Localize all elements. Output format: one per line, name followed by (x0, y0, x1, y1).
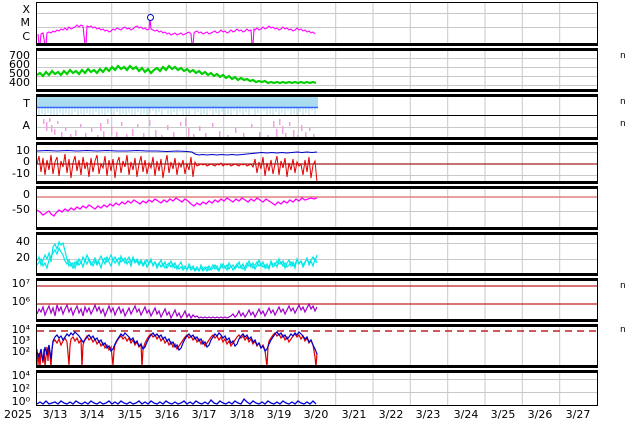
ytick-electron-1e4: 10⁴ (11, 323, 30, 336)
xaxis-tick-4: 3/17 (191, 408, 217, 421)
ytick-electron-1e2: 10² (11, 345, 30, 358)
panel-proton-flux-log (36, 278, 598, 322)
panel-particle-flux-low (36, 370, 598, 406)
xaxis-tick-2: 3/15 (117, 408, 143, 421)
panel-kp-ap-index (36, 232, 598, 276)
side-label-proton-flux: n (620, 281, 626, 291)
ytick-wind-700: 700 (9, 49, 30, 62)
xaxis-tick-12: 3/25 (490, 408, 516, 421)
side-label-temperature: n (620, 97, 626, 107)
panel-flare-class (36, 2, 598, 46)
ytick-proton-1e7: 10⁷ (11, 277, 30, 290)
xaxis-tick-3: 3/16 (154, 408, 180, 421)
side-label-electron-flux: n (620, 325, 626, 335)
xaxis-tick-7: 3/20 (303, 408, 329, 421)
ytick-electron-1e3: 10³ (11, 334, 30, 347)
panel-dst-index (36, 186, 598, 230)
xaxis-tick-1: 3/14 (79, 408, 105, 421)
panel-solar-wind-speed-plot (37, 51, 597, 89)
panel-temperature-plot (37, 97, 561, 115)
ytick-field-0: 0 (23, 155, 30, 168)
panel-magnetic-field-plot (37, 145, 597, 181)
ytick-flare-m: M (20, 16, 31, 29)
xaxis-year-label: 2025 (4, 408, 32, 421)
ytick-dst-neg50: -50 (12, 203, 30, 216)
ytick-wind-400: 400 (9, 76, 30, 89)
panel-particle-flux-low-plot (37, 373, 597, 405)
ytick-lowflux-1e2: 10² (11, 382, 30, 395)
panel-solar-wind-speed (36, 48, 598, 92)
panel-flare-class-plot (37, 3, 597, 43)
panel-proton-flux-log-plot (37, 281, 597, 319)
xaxis-tick-5: 3/18 (229, 408, 255, 421)
ytick-flare-x: X (22, 3, 30, 16)
panel-alpha-ratio-plot (37, 116, 597, 137)
ytick-lowflux-1e0: 10⁰ (11, 395, 30, 408)
panel-kp-ap-index-plot (37, 235, 597, 273)
ytick-alpha-label: A (22, 119, 30, 132)
xaxis-tick-14: 3/27 (565, 408, 591, 421)
flare-event-marker (147, 14, 154, 21)
side-label-alpha-ratio: n (620, 119, 626, 129)
xaxis-tick-8: 3/21 (341, 408, 367, 421)
panel-magnetic-field (36, 142, 598, 184)
side-label-solar-wind-speed: n (620, 51, 626, 61)
panel-temperature (36, 94, 598, 116)
ytick-proton-1e6: 10⁶ (11, 295, 30, 308)
ytick-ap-20: 20 (16, 251, 30, 264)
ytick-flare-c: C (22, 30, 30, 43)
ytick-temperature-label: T (23, 97, 30, 110)
ytick-field-10: 10 (16, 144, 30, 157)
panel-dst-index-plot (37, 189, 597, 227)
ytick-dst-0: 0 (23, 188, 30, 201)
ytick-ap-40: 40 (16, 235, 30, 248)
xaxis-tick-0: 3/13 (42, 408, 68, 421)
xaxis-tick-10: 3/23 (415, 408, 441, 421)
panel-alpha-ratio (36, 116, 598, 140)
xaxis-tick-13: 3/26 (527, 408, 553, 421)
ytick-field-neg10: -10 (12, 167, 30, 180)
xaxis-tick-9: 3/22 (378, 408, 404, 421)
panel-electron-flux-log (36, 324, 598, 368)
ytick-wind-600: 600 (9, 58, 30, 71)
xaxis-tick-11: 3/24 (453, 408, 479, 421)
ytick-wind-500: 500 (9, 67, 30, 80)
panel-electron-flux-log-plot (37, 327, 597, 365)
xaxis-tick-6: 3/19 (266, 408, 292, 421)
ytick-lowflux-1e4: 10⁴ (11, 369, 30, 382)
